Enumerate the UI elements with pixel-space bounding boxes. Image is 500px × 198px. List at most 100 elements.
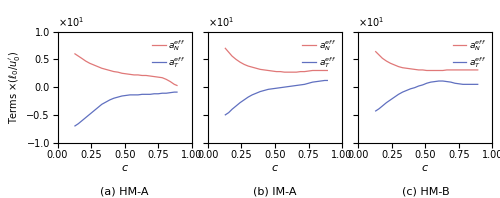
$a_T^{eff}$ [294,84,300,87]
$a_N^{eff}$ [416,69,422,71]
Line: $a_N^{eff}$: $a_N^{eff}$ [75,54,177,86]
$a_T^{eff}$ [76,123,82,125]
$a_N^{eff}$ [388,62,394,65]
$a_N^{eff}$ [249,66,255,68]
$a_T^{eff}$ [266,88,272,90]
$a_N^{eff}$ [127,73,133,76]
Text: (b) IM-A: (b) IM-A [253,187,296,197]
$a_N^{eff}$ [464,69,470,71]
$a_T^{eff}$ [388,99,394,101]
$a_N^{eff}$ [468,69,474,71]
$a_T^{eff}$ [408,88,414,90]
$a_T^{eff}$ [452,82,458,84]
$a_N^{eff}$ [163,78,169,81]
$a_N^{eff}$ [432,69,438,72]
$a_N^{eff}$ [119,72,125,74]
$a_T^{eff}$ [111,97,117,99]
$a_N^{eff}$ [174,84,180,87]
$a_T^{eff}$ [448,81,454,83]
$a_N^{eff}$ [448,69,454,71]
$a_N^{eff}$ [424,69,430,72]
$a_N^{eff}$ [151,75,157,78]
$a_T^{eff}$ [241,99,247,101]
$a_N^{eff}$ [86,62,92,65]
Line: $a_N^{eff}$: $a_N^{eff}$ [376,52,478,70]
$a_N^{eff}$ [78,57,84,59]
$a_T^{eff}$ [237,101,243,104]
$a_N^{eff}$ [115,71,121,73]
$a_T^{eff}$ [72,125,78,127]
$a_T^{eff}$ [127,94,133,96]
$a_T^{eff}$ [286,85,292,88]
$a_N^{eff}$ [456,69,462,71]
$a_N^{eff}$ [428,69,434,72]
$a_N^{eff}$ [135,74,141,76]
$a_T^{eff}$ [396,93,402,95]
$a_T^{eff}$ [135,94,141,96]
$a_T^{eff}$ [306,82,312,84]
$a_N^{eff}$ [376,54,382,56]
$a_T^{eff}$ [91,110,97,112]
$a_N^{eff}$ [270,70,276,72]
$a_T^{eff}$ [107,99,113,101]
$a_N^{eff}$ [72,53,78,55]
$a_N^{eff}$ [274,70,280,73]
$a_T^{eff}$ [163,92,169,94]
$a_T^{eff}$ [474,83,480,86]
Line: $a_T^{eff}$: $a_T^{eff}$ [376,81,478,111]
Text: $\times 10^1$: $\times 10^1$ [58,16,84,30]
$a_N^{eff}$ [400,67,406,69]
$a_T^{eff}$ [249,94,255,96]
$a_N^{eff}$ [139,74,145,77]
$a_T^{eff}$ [257,90,263,93]
$a_N^{eff}$ [444,69,450,71]
$a_N^{eff}$ [310,69,316,72]
$a_T^{eff}$ [86,113,92,115]
$a_N^{eff}$ [107,69,113,72]
$a_T^{eff}$ [229,108,235,110]
Text: $\times 10^1$: $\times 10^1$ [208,16,234,30]
$a_T^{eff}$ [460,83,466,86]
$a_T^{eff}$ [143,93,149,95]
$a_T^{eff}$ [155,93,161,95]
$a_T^{eff}$ [290,85,296,87]
$a_N^{eff}$ [99,67,105,69]
$a_T^{eff}$ [168,91,173,94]
$a_N^{eff}$ [384,60,390,62]
$a_N^{eff}$ [306,70,312,72]
$a_T^{eff}$ [274,87,280,89]
$a_T^{eff}$ [318,80,324,82]
$a_T^{eff}$ [131,94,137,96]
$a_T^{eff}$ [103,101,109,103]
$a_T^{eff}$ [123,94,129,97]
Legend: $a_N^{eff}$, $a_T^{eff}$: $a_N^{eff}$, $a_T^{eff}$ [300,36,338,72]
$a_N^{eff}$ [294,71,300,73]
$a_N^{eff}$ [111,70,117,73]
$a_T^{eff}$ [392,96,398,98]
Text: $\times 10^1$: $\times 10^1$ [358,16,384,30]
$a_T^{eff}$ [233,105,239,107]
$a_T^{eff}$ [139,93,145,95]
$a_N^{eff}$ [229,55,235,57]
$a_N^{eff}$ [396,65,402,68]
Line: $a_T^{eff}$: $a_T^{eff}$ [226,80,328,115]
$a_T^{eff}$ [147,93,153,95]
$a_N^{eff}$ [298,70,304,73]
$a_N^{eff}$ [286,71,292,73]
$a_N^{eff}$ [172,83,177,86]
$a_N^{eff}$ [452,69,458,71]
$a_N^{eff}$ [91,64,97,66]
Text: (c) HM-B: (c) HM-B [402,187,449,197]
$a_N^{eff}$ [233,58,239,61]
$a_T^{eff}$ [78,120,84,122]
$a_N^{eff}$ [380,57,386,59]
$a_N^{eff}$ [155,76,161,78]
$a_T^{eff}$ [115,96,121,98]
$a_N^{eff}$ [237,61,243,63]
$a_N^{eff}$ [82,60,88,62]
$a_N^{eff}$ [76,55,82,57]
$a_N^{eff}$ [322,69,328,72]
$a_T^{eff}$ [151,93,157,95]
$a_N^{eff}$ [95,65,101,68]
X-axis label: $c$: $c$ [271,163,279,173]
